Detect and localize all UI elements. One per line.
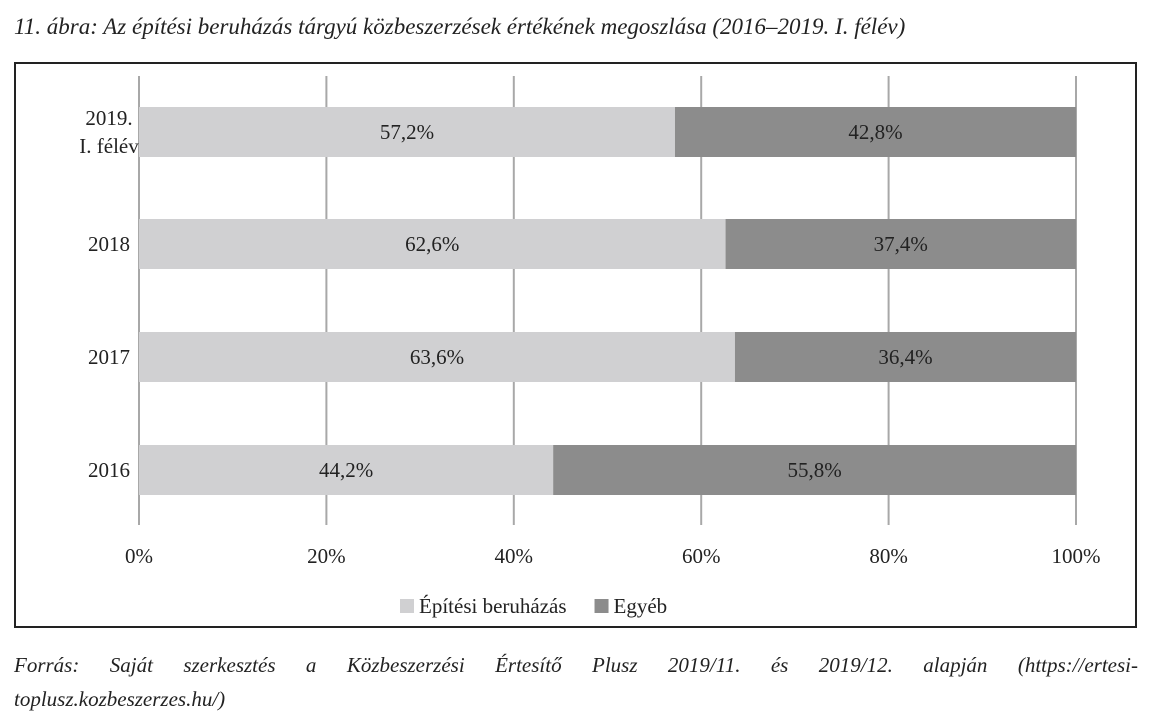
x-tick-label: 100% [1052, 544, 1101, 568]
data-label: 55,8% [787, 458, 841, 482]
data-label: 36,4% [878, 345, 932, 369]
chart-frame [14, 62, 1137, 628]
bar-segment [725, 219, 1076, 269]
data-label: 42,8% [848, 120, 902, 144]
x-tick-label: 40% [495, 544, 534, 568]
bar-segment [139, 107, 675, 157]
data-label: 57,2% [380, 120, 434, 144]
y-category-label: 2016 [88, 458, 130, 482]
legend-swatch [400, 599, 414, 613]
bar-segment [139, 332, 735, 382]
legend-label: Egyéb [614, 594, 668, 618]
y-category-label: 2019. [85, 106, 132, 130]
legend-label: Építési beruházás [419, 594, 567, 618]
data-label: 44,2% [319, 458, 373, 482]
y-category-label: 2017 [88, 345, 130, 369]
source-line-2: toplusz.kozbeszerzes.hu/) [14, 687, 226, 711]
x-tick-label: 0% [125, 544, 153, 568]
figure-caption: 11. ábra: Az építési beruházás tárgyú kö… [14, 14, 906, 39]
source-line-1: Forrás: Saját szerkesztés a Közbeszerzés… [14, 653, 1138, 677]
data-label: 63,6% [410, 345, 464, 369]
legend-swatch [594, 599, 609, 613]
bar-segment [139, 219, 726, 269]
y-category-label: 2018 [88, 232, 130, 256]
bar-segment [553, 445, 1076, 495]
data-label: 37,4% [874, 232, 928, 256]
bar-segment [139, 445, 554, 495]
y-category-label: I. félév [79, 134, 139, 158]
x-tick-label: 60% [682, 544, 721, 568]
source-note: Forrás: Saját szerkesztés a Közbeszerzés… [14, 648, 1138, 716]
bar-segment [734, 332, 1076, 382]
bar-segment [674, 107, 1076, 157]
x-tick-label: 80% [869, 544, 908, 568]
x-tick-label: 20% [307, 544, 346, 568]
data-label: 62,6% [405, 232, 459, 256]
